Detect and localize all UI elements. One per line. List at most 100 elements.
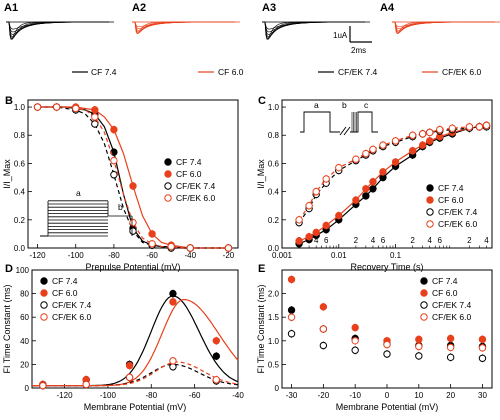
legend-label-a3: CF/EK 7.4 [338,67,377,77]
legend-marker-cf-ek-7-4 [40,301,48,309]
legend-label-cf-ek-7-4: CF/EK 7.4 [176,181,215,191]
data-point-cf-ek-6-0 [52,103,61,111]
y-tick-label: 1.0 [14,103,26,112]
legend-marker-cf-6-0 [420,289,428,297]
data-point-cf-6-0 [91,106,99,114]
legend-marker-cf-7-4 [164,158,172,166]
data-point-cf-6-0 [415,335,423,344]
data-point-cf-ek-6-0 [305,202,313,210]
x-tick-label: -20 [223,251,235,260]
data-point-cf-ek-6-0 [295,216,303,224]
x-minor-tick-label: 2 [467,236,472,245]
legend-marker-cf-6-0 [164,170,172,178]
data-point-cf-ek-7-4 [446,353,455,362]
x-tick-label: -20 [318,391,330,400]
y-axis-label: I/I_Max [2,159,12,189]
legend-marker-cf-ek-7-4 [164,182,172,190]
panel-label-a1: A1 [4,2,18,14]
y-tick-label: 0.8 [14,131,26,140]
data-point-cf-ek-6-0 [82,380,90,389]
x-minor-tick-label: 4 [427,236,432,245]
x-tick-label: 10 [414,391,423,400]
legend-label-cf-6-0: CF 6.0 [438,195,464,205]
legend-marker-cf-ek-6-0 [40,313,48,321]
data-point-cf-ek-6-0 [167,242,175,251]
chart-recovery-from-inactivation: 0.0010.010.1246246246240.00.20.40.60.81.… [256,99,493,272]
panel-label-a3: A3 [262,2,276,14]
legend-label-cf-ek-7-4: CF/EK 7.4 [438,207,477,217]
data-point-cf-7-4 [362,192,370,200]
x-minor-tick-label: 4 [314,236,319,245]
x-minor-tick-label: 6 [381,236,386,245]
panel-label-a4: A4 [380,2,395,14]
y-tick-label: 0.2 [268,216,280,225]
legend-label-cf-ek-7-4: CF/EK 7.4 [432,300,471,310]
data-point-cf-ek-7-4 [383,350,391,358]
data-point-cf-ek-6-0 [125,373,134,382]
data-point-cf-6-0 [312,228,320,237]
data-point-cf-ek-6-0 [369,145,377,154]
data-point-cf-ek-6-0 [379,141,387,149]
data-point-cf-6-0 [148,230,156,238]
legend-marker-cf-7-4 [426,184,434,192]
data-point-cf-ek-7-4 [415,352,423,360]
y-axis-label: I/I_Max [256,159,266,189]
data-point-cf-6-0 [478,335,487,344]
x-tick-label: -100 [100,391,117,400]
data-point-cf-ek-6-0 [129,218,137,227]
data-point-cf-6-0 [426,137,434,145]
y-axis-label: FI Time Constant (ms) [256,284,266,373]
data-point-cf-6-0 [362,185,370,193]
data-point-cf-ek-6-0 [322,175,330,183]
protocol-pulse-a [300,111,340,133]
x-axis-label: Prepulse Potential (mV) [85,262,180,272]
trace-a1-2 [6,21,109,39]
scale-bar: 1uA 2ms [333,26,372,55]
y-tick-label: 0.5 [268,360,280,369]
data-point-cf-6-0 [391,158,400,166]
data-point-cf-ek-6-0 [478,344,487,352]
panel-label-e: E [258,263,265,275]
y-tick-label: 0.4 [14,188,26,197]
x-axis-label: Membrane Potential (mV) [84,402,187,412]
protocol-break [343,126,351,136]
data-point-cf-6-0 [110,125,118,134]
y-tick-label: 20 [20,360,29,369]
data-point-cf-6-0 [335,211,343,220]
y-tick-label: 1.0 [268,337,280,346]
current-traces [6,21,500,40]
panel-label-c: C [258,95,266,107]
series-line-cf-ek-7-4 [37,106,229,249]
data-point-cf-ek-6-0 [319,325,328,333]
data-point-cf-ek-6-0 [408,131,417,139]
trace-a1-1 [6,21,109,40]
panel-label-d: D [5,263,13,275]
data-point-cf-6-0 [319,303,328,311]
data-point-cf-ek-6-0 [362,149,370,158]
x-minor-tick-label: 6 [437,236,442,245]
chart-fi-time-constant-depolarized: -30 -20 -10 0 10 20 30 0 0.5 1.0 1.5 2.0 Membrane Po… [256,269,493,412]
data-point-cf-7-4 [169,289,177,298]
legend-marker-cf-ek-7-4 [420,301,428,309]
data-point-cf-ek-6-0 [186,244,194,252]
y-tick-label: 0 [275,384,280,393]
data-point-cf-ek-6-0 [224,244,233,252]
x-tick-label: -40 [232,391,244,400]
x-tick-label: -120 [57,391,74,400]
data-point-cf-6-0 [322,221,330,230]
y-tick-label: 80 [20,290,29,299]
legend-marker-cf-6-0 [40,289,48,297]
x-tick-label: 0.01 [331,251,347,260]
scale-bar-current-label: 1uA [333,31,348,40]
data-point-cf-ek-6-0 [465,123,474,131]
x-tick-label: 0.001 [272,251,293,260]
x-tick-label: 0.1 [390,251,402,260]
y-tick-label: 40 [20,337,29,346]
data-point-cf-ek-7-4 [91,120,99,128]
data-point-cf-6-0 [408,147,417,155]
trace-a4-6 [392,21,495,28]
series-line-cf-6-0 [32,298,239,387]
data-point-cf-ek-6-0 [448,124,457,132]
legend-label-cf-7-4: CF 7.4 [176,157,202,167]
